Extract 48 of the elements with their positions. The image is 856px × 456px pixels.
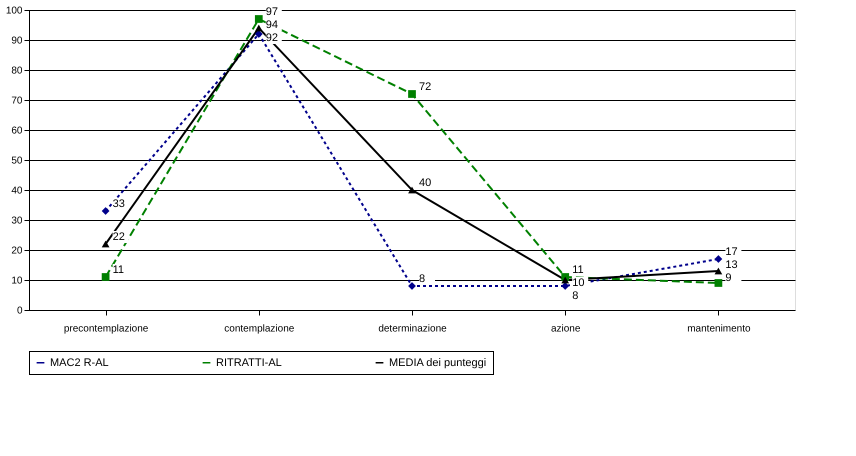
y-tick-label: 80 — [11, 66, 23, 76]
y-tick-label: 90 — [11, 36, 23, 46]
y-tick-label: 10 — [11, 276, 23, 286]
point — [714, 268, 722, 274]
y-tick-label: 50 — [11, 156, 23, 166]
y-tick-label: 60 — [11, 126, 23, 136]
point — [408, 90, 416, 98]
data-label: 11 — [112, 264, 124, 276]
data-label: 40 — [419, 177, 432, 189]
x-tick-label: determinazione — [378, 324, 448, 334]
data-label: 10 — [572, 277, 584, 289]
data-label: 11 — [572, 264, 584, 276]
data-label: 33 — [112, 198, 125, 210]
data-label: 72 — [419, 81, 432, 93]
point — [102, 207, 110, 215]
data-label: 13 — [725, 259, 738, 271]
point — [714, 255, 722, 263]
x-tick-label: contemplazione — [224, 324, 295, 334]
x-tick-label: azione — [550, 324, 581, 334]
legend-label: MEDIA dei punteggi — [389, 356, 486, 369]
x-tick-label: precontemplazione — [64, 324, 149, 334]
data-label: 8 — [419, 273, 426, 285]
point — [102, 240, 110, 248]
point — [714, 279, 722, 287]
legend-label: MAC2 R-AL — [50, 356, 109, 369]
data-label: 22 — [112, 231, 125, 243]
data-label: 94 — [266, 19, 278, 31]
legend-label: RITRATTI-AL — [216, 356, 282, 369]
point — [254, 24, 263, 32]
point — [561, 282, 570, 290]
data-label: 97 — [266, 6, 278, 18]
data-label: 17 — [725, 246, 738, 258]
point — [254, 30, 263, 38]
y-tick-label: 100 — [6, 6, 23, 16]
point — [102, 273, 110, 281]
x-tick-label: mantenimento — [687, 324, 752, 334]
point — [254, 15, 263, 23]
data-label: 9 — [725, 272, 732, 284]
y-tick-label: 30 — [11, 216, 23, 226]
y-tick-label: 20 — [11, 246, 23, 256]
point — [408, 186, 416, 194]
point — [408, 282, 416, 290]
y-tick-label: 70 — [11, 96, 23, 106]
data-label: 92 — [266, 32, 278, 44]
data-label: 8 — [572, 290, 578, 302]
y-tick-label: 0 — [16, 306, 23, 316]
point — [561, 276, 570, 284]
y-tick-label: 40 — [11, 186, 23, 196]
